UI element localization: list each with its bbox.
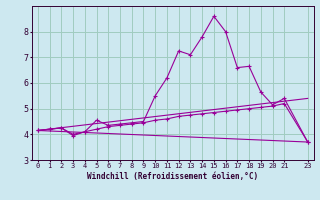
X-axis label: Windchill (Refroidissement éolien,°C): Windchill (Refroidissement éolien,°C) <box>87 172 258 181</box>
